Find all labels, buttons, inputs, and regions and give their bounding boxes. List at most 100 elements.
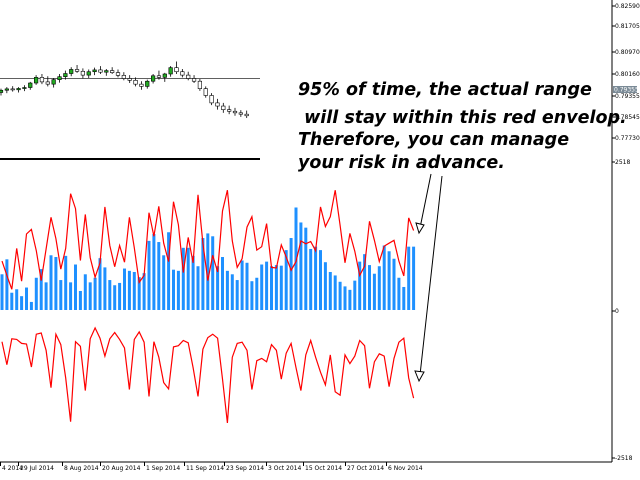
red-envelope bbox=[1, 190, 415, 423]
candle-body bbox=[174, 67, 179, 73]
indicator-tick-label: 2518 bbox=[615, 159, 630, 166]
lower-envelope-line bbox=[1, 326, 415, 423]
candle-body bbox=[168, 67, 173, 75]
range-bar bbox=[299, 222, 303, 310]
price-tick-label: 0.77730 bbox=[615, 135, 640, 142]
candle-body bbox=[162, 73, 167, 78]
range-bar bbox=[245, 262, 249, 310]
range-bar bbox=[387, 251, 391, 310]
current-price-tag-text: 0.79355 bbox=[614, 87, 639, 94]
range-bar bbox=[181, 247, 185, 310]
range-bar bbox=[358, 261, 362, 310]
range-bar bbox=[196, 266, 200, 310]
candle-body bbox=[4, 88, 9, 91]
range-bar bbox=[412, 246, 416, 310]
range-bar bbox=[255, 277, 259, 310]
range-bar bbox=[225, 270, 229, 310]
range-bar bbox=[93, 277, 97, 310]
arrow-upper-shaft bbox=[419, 173, 432, 229]
range-bar bbox=[83, 274, 87, 310]
candle-body bbox=[16, 88, 21, 91]
candle-body bbox=[69, 69, 74, 74]
range-bar bbox=[402, 286, 406, 310]
candle-body bbox=[74, 69, 80, 72]
annotation-line-1: 95% of time, the actual range bbox=[298, 80, 592, 100]
range-bar bbox=[44, 282, 48, 310]
price-tick-label: 0.79355 bbox=[615, 93, 640, 100]
candle-body bbox=[191, 78, 197, 82]
candle-body bbox=[139, 83, 144, 87]
candle-body bbox=[0, 89, 4, 93]
candle-body bbox=[104, 70, 109, 73]
range-bar bbox=[319, 250, 322, 310]
candle-body bbox=[28, 82, 33, 88]
candlestick-series bbox=[0, 61, 249, 119]
candle-body bbox=[151, 75, 156, 82]
range-bar bbox=[69, 282, 73, 310]
candle-body bbox=[238, 112, 243, 115]
range-bar bbox=[98, 258, 102, 310]
price-tick-label: 0.82590 bbox=[615, 3, 640, 10]
range-bar bbox=[15, 289, 19, 310]
candle-body bbox=[221, 105, 226, 110]
arrow-lower-head bbox=[414, 370, 425, 383]
annotation-line-2: will stay within this red envelop. bbox=[298, 108, 627, 128]
range-bar bbox=[250, 281, 254, 310]
range-bar bbox=[64, 255, 68, 310]
range-bar bbox=[142, 273, 146, 310]
range-bar bbox=[407, 246, 411, 310]
range-bar bbox=[338, 281, 342, 310]
range-bar bbox=[167, 232, 171, 310]
candle-body bbox=[45, 81, 50, 85]
candle-body bbox=[110, 70, 115, 73]
date-tick-label: 23 Sep 2014 bbox=[226, 465, 264, 472]
range-bar bbox=[304, 227, 308, 310]
range-bar bbox=[240, 260, 244, 310]
candle-body bbox=[92, 69, 97, 73]
range-bar bbox=[5, 259, 9, 310]
range-bar bbox=[49, 255, 53, 310]
candle-body bbox=[98, 69, 103, 73]
candle-body bbox=[244, 113, 249, 117]
candle-body bbox=[180, 71, 185, 76]
range-bar bbox=[265, 261, 269, 310]
date-tick-label: 1 Sep 2014 bbox=[146, 465, 180, 472]
price-tick-label: 0.81705 bbox=[615, 23, 640, 30]
candle-body bbox=[22, 87, 27, 89]
candle-body bbox=[80, 70, 85, 76]
range-bar bbox=[74, 264, 77, 310]
range-bar bbox=[343, 286, 347, 310]
candle-body bbox=[115, 72, 121, 76]
candle-body bbox=[57, 76, 62, 80]
price-tick-label: 0.80970 bbox=[615, 49, 640, 56]
annotation-arrows bbox=[414, 173, 443, 383]
price-tick-label: 0.78545 bbox=[615, 114, 640, 121]
range-bar-series bbox=[0, 207, 416, 310]
range-bar bbox=[54, 257, 58, 310]
annotation-line-4: your risk in advance. bbox=[298, 153, 505, 173]
range-bar bbox=[157, 242, 161, 310]
range-bar bbox=[88, 282, 92, 310]
candle-body bbox=[10, 88, 15, 91]
range-bar bbox=[289, 238, 293, 310]
range-bar bbox=[274, 265, 278, 310]
range-bar bbox=[39, 269, 43, 310]
candle-body bbox=[51, 79, 56, 85]
range-bar bbox=[137, 277, 141, 310]
range-bar bbox=[162, 255, 166, 310]
annotation: 95% of time, the actual range will stay … bbox=[298, 80, 627, 173]
indicator-tick-label: 0 bbox=[615, 308, 619, 315]
candle-body bbox=[133, 80, 138, 85]
candle-body bbox=[203, 88, 208, 96]
current-price-tag bbox=[613, 86, 637, 93]
range-bar bbox=[294, 207, 298, 310]
range-bar bbox=[206, 233, 210, 310]
range-bar bbox=[333, 275, 337, 310]
range-bar bbox=[309, 248, 313, 310]
candle-body bbox=[121, 75, 126, 79]
date-tick-label: 4 2014 bbox=[2, 465, 23, 472]
range-bar bbox=[201, 238, 205, 310]
range-bar bbox=[10, 292, 14, 310]
candle-body bbox=[209, 95, 214, 104]
annotation-line-3: Therefore, you can manage bbox=[298, 130, 569, 150]
